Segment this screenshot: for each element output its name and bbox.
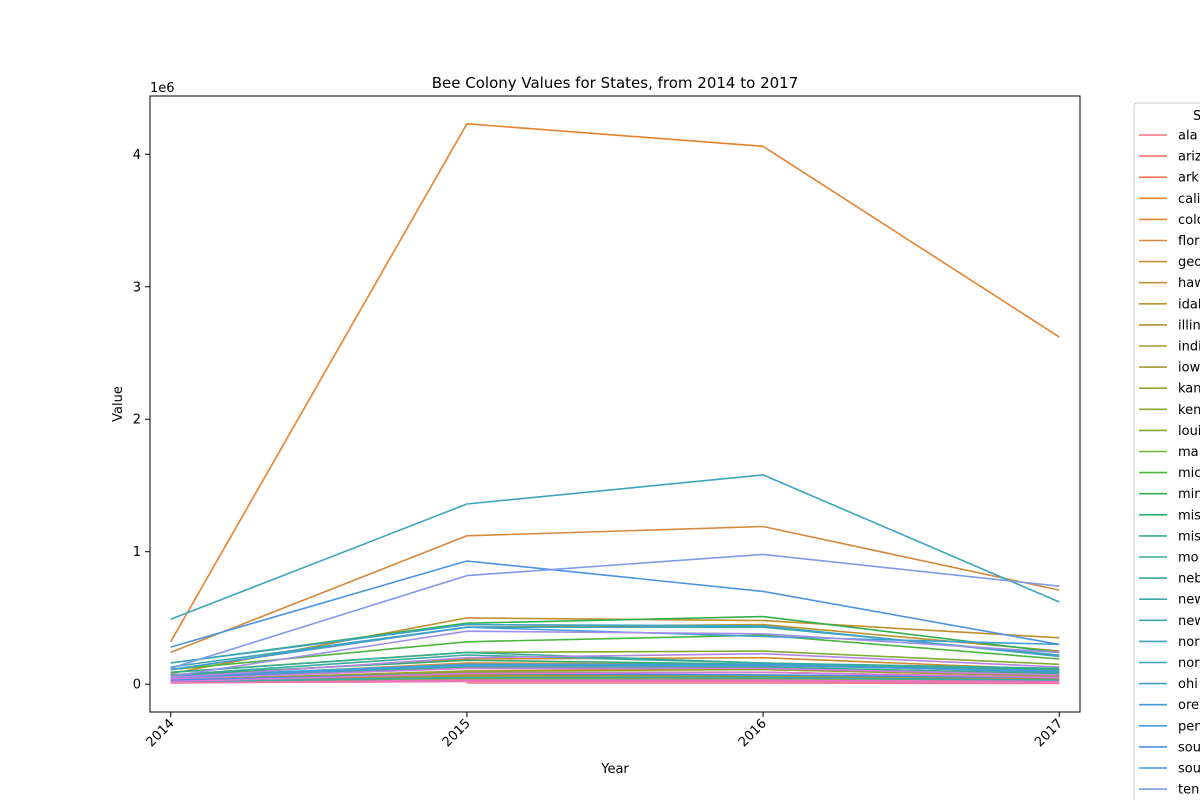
legend-label: kan xyxy=(1178,382,1200,397)
y-tick-label: 4 xyxy=(133,148,141,163)
legend-label: idal xyxy=(1178,297,1200,312)
legend-label: ten xyxy=(1178,783,1199,798)
series-line-21 xyxy=(170,654,1060,676)
legend-label: pen xyxy=(1178,719,1200,734)
legend-label: flor xyxy=(1178,234,1200,249)
y-tick-label: 2 xyxy=(133,413,141,428)
series-line-28 xyxy=(170,664,1060,679)
series-line-38 xyxy=(466,682,1060,685)
legend-label: ma xyxy=(1178,445,1199,460)
legend-label: sou xyxy=(1178,762,1200,777)
series-line-35 xyxy=(170,671,1060,683)
legend-label: ore xyxy=(1178,698,1199,713)
plot-area-frame xyxy=(149,95,1081,713)
legend-title: S xyxy=(1193,109,1200,124)
legend-label: mo xyxy=(1178,551,1199,566)
series-lines xyxy=(170,123,1060,685)
legend-label: ark xyxy=(1178,171,1199,186)
legend-label: ohi xyxy=(1178,677,1198,692)
legend-label: sou xyxy=(1178,740,1200,755)
y-axis-label: Value xyxy=(111,386,126,422)
y-tick-label: 1 xyxy=(133,545,141,560)
y-tick-label: 3 xyxy=(133,280,141,295)
legend-label: indi xyxy=(1178,340,1200,355)
series-line-37 xyxy=(170,680,1060,684)
series-line-16 xyxy=(170,634,1060,671)
legend-label: nor xyxy=(1178,635,1200,650)
legend-label: mic xyxy=(1178,466,1200,481)
series-line-3 xyxy=(170,123,1060,643)
legend-items: ala ariz ark cali colo flor geo haw idal illin ind… xyxy=(1139,129,1200,798)
legend: S ala ariz ark cali colo flor geo haw idal illin i… xyxy=(1133,102,1200,800)
legend-label: illin xyxy=(1178,318,1200,333)
series-line-29 xyxy=(170,560,1060,648)
x-tick-label: 2016 xyxy=(736,716,770,750)
legend-label: iow xyxy=(1178,361,1200,376)
x-axis: 2014 2015 2016 2017 xyxy=(144,712,1066,750)
series-line-22 xyxy=(170,676,1060,683)
legend-label: min xyxy=(1178,487,1200,502)
y-axis-offset-label: 1e6 xyxy=(150,81,175,96)
series-line-32 xyxy=(170,630,1060,677)
legend-label: loui xyxy=(1178,424,1200,439)
x-axis-label: Year xyxy=(600,762,629,777)
legend-label: nor xyxy=(1178,656,1200,671)
chart-title: Bee Colony Values for States, from 2014 … xyxy=(432,74,799,92)
series-line-24 xyxy=(170,474,1060,621)
legend-label: colo xyxy=(1178,213,1200,228)
legend-label: mis xyxy=(1178,508,1200,523)
series-line-31 xyxy=(170,553,1060,670)
x-tick-label: 2015 xyxy=(440,716,474,750)
legend-label: mis xyxy=(1178,529,1200,544)
legend-label: ala xyxy=(1178,129,1198,144)
legend-label: geo xyxy=(1178,255,1200,270)
legend-label: ariz xyxy=(1178,150,1200,165)
series-line-5 xyxy=(170,525,1060,654)
series-line-34 xyxy=(170,667,1060,680)
legend-label: neb xyxy=(1178,572,1200,587)
x-tick-label: 2014 xyxy=(144,716,178,750)
legend-label: new xyxy=(1178,614,1200,629)
legend-label: haw xyxy=(1178,276,1200,291)
legend-frame xyxy=(1133,102,1200,800)
legend-label: ken xyxy=(1178,403,1200,418)
y-axis: 0 1 2 3 4 xyxy=(133,148,150,693)
series-line-33 xyxy=(170,652,1060,679)
y-tick-label: 0 xyxy=(133,678,141,693)
legend-label: new xyxy=(1178,593,1200,608)
x-tick-label: 2017 xyxy=(1032,716,1066,750)
series-line-20 xyxy=(170,651,1060,674)
legend-label: cali xyxy=(1178,192,1200,207)
